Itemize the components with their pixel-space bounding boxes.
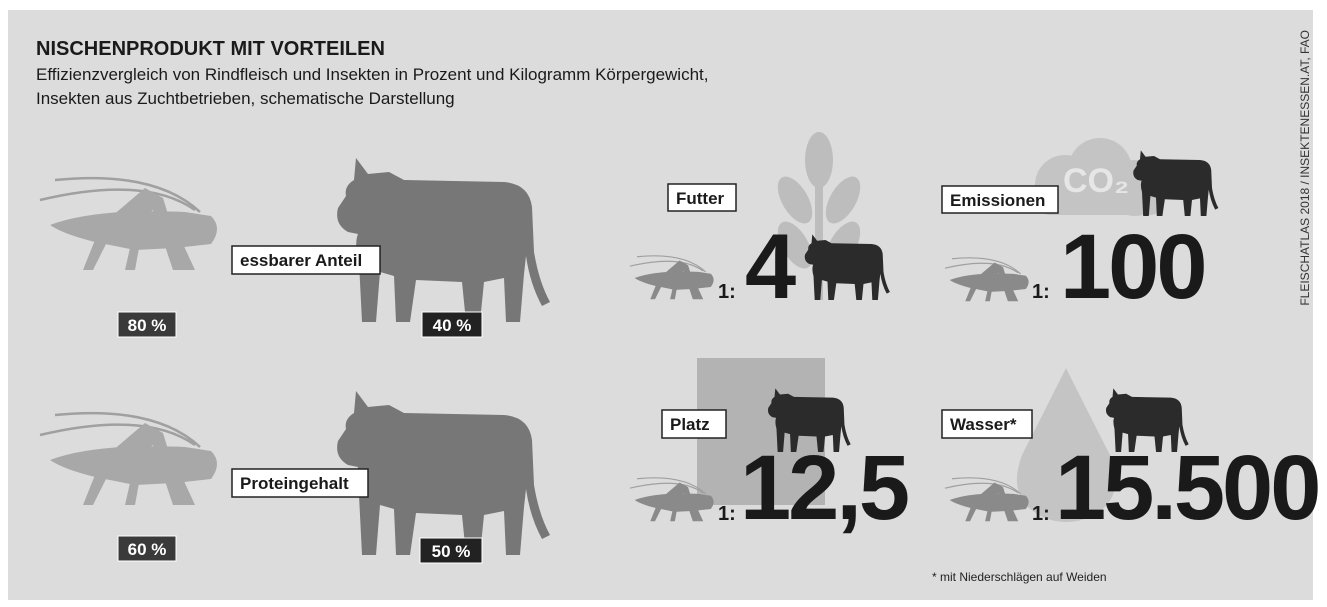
ratio-value: 12,5 (740, 437, 908, 539)
label-box (231, 245, 381, 275)
ratio-value: 100 (1060, 216, 1205, 318)
comparison-label: essbarer Anteil (240, 251, 362, 270)
value-box (419, 537, 483, 564)
subtitle: Effizienzvergleich von Rindfleisch und I… (36, 65, 708, 84)
label-box (941, 185, 1059, 214)
ratio-value: 4 (745, 216, 796, 318)
footnote: * mit Niederschlägen auf Weiden (932, 570, 1107, 584)
value-box (421, 311, 483, 338)
ratio-label: Emissionen (950, 191, 1045, 210)
drop-icon (1016, 368, 1116, 522)
subtitle: Insekten aus Zuchtbetrieben, schematisch… (36, 89, 455, 108)
insect-value: 80 % (128, 316, 167, 335)
ratio-prefix: 1: (1032, 281, 1050, 303)
comparison-label: Proteingehalt (240, 474, 349, 493)
label-box (231, 468, 369, 498)
ratio-label: Wasser* (950, 415, 1017, 434)
value-box (117, 535, 177, 562)
title: NISCHENPRODUKT MIT VORTEILEN (36, 38, 385, 60)
label-box (667, 183, 737, 212)
co2-text: CO₂ (1063, 162, 1129, 200)
ratio-label: Futter (676, 189, 725, 208)
ratio-prefix: 1: (1032, 503, 1050, 525)
ratio-value: 15.500 (1055, 437, 1318, 539)
label-box (661, 409, 727, 439)
cattle-value: 50 % (432, 542, 471, 561)
value-box (117, 311, 177, 338)
label-box (941, 409, 1033, 439)
ratio-prefix: 1: (718, 503, 736, 525)
cloud-icon (1035, 138, 1165, 216)
source: FLEISCHATLAS 2018 / INSEKTENESSEN.AT, FA… (1298, 30, 1312, 306)
ratio-label: Platz (670, 415, 710, 434)
cattle-value: 40 % (433, 316, 472, 335)
insect-value: 60 % (128, 540, 167, 559)
ratio-prefix: 1: (718, 281, 736, 303)
